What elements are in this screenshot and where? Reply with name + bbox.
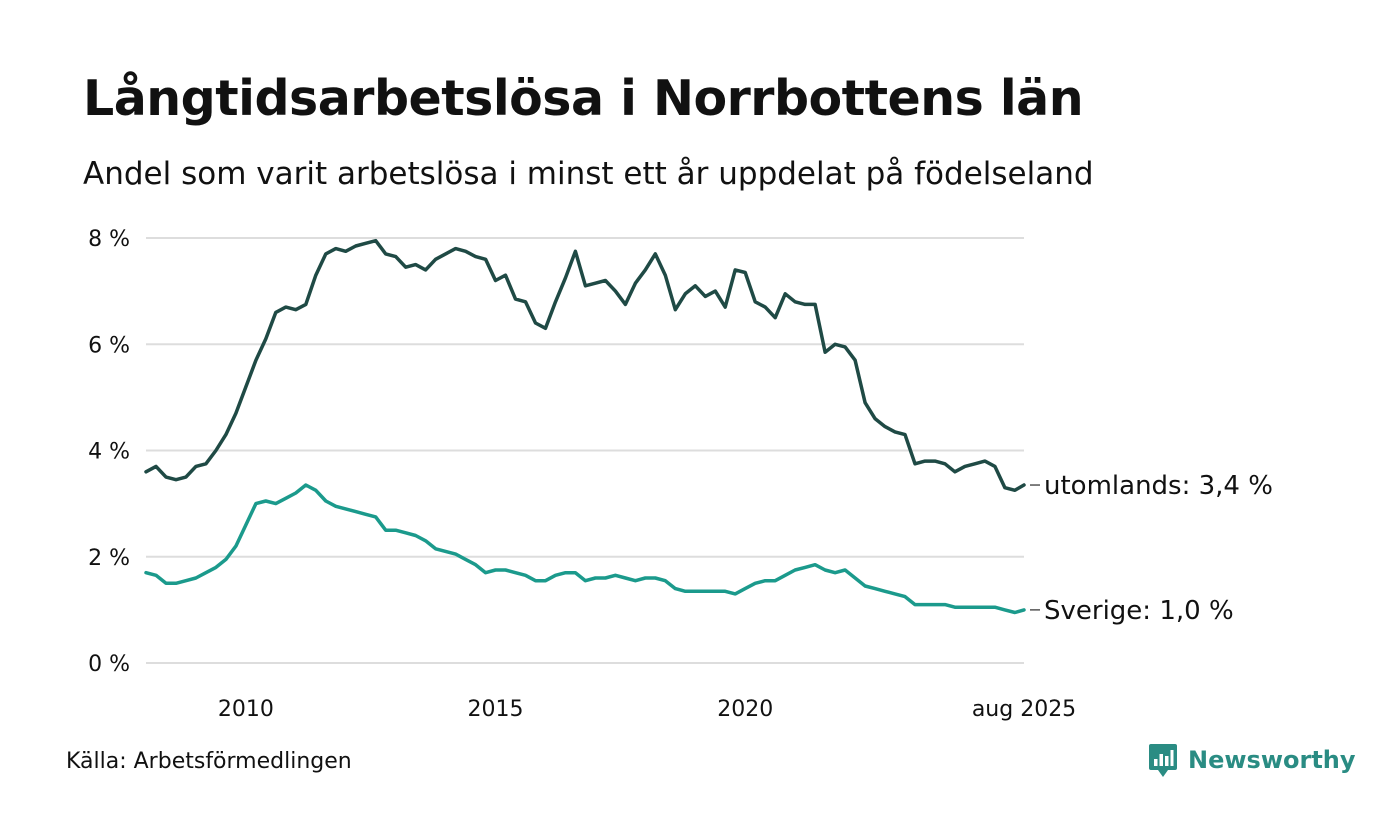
y-tick-label: 6 % bbox=[88, 333, 130, 358]
series-line-sverige bbox=[144, 483, 1026, 615]
y-tick-label: 4 % bbox=[88, 440, 130, 465]
series-lines bbox=[144, 238, 1026, 615]
x-tick-label: aug 2025 bbox=[972, 697, 1076, 722]
x-tick-label: 2015 bbox=[468, 697, 524, 722]
source-note: Källa: Arbetsförmedlingen bbox=[66, 749, 352, 774]
end-label-utomlands: utomlands: 3,4 % bbox=[1044, 471, 1273, 501]
brand-logo[interactable]: Newsworthy bbox=[1148, 742, 1356, 778]
x-axis-tick-labels: 2010 2015 2020 aug 2025 bbox=[218, 697, 1076, 722]
x-tick-label: 2020 bbox=[717, 697, 773, 722]
chart-subtitle: Andel som varit arbetslösa i minst ett å… bbox=[83, 156, 1094, 192]
y-tick-label: 2 % bbox=[88, 546, 130, 571]
series-end-labels: utomlands: 3,4 % Sverige: 1,0 % bbox=[1030, 471, 1273, 626]
y-tick-label: 8 % bbox=[88, 227, 130, 252]
end-label-sverige: Sverige: 1,0 % bbox=[1044, 596, 1234, 626]
y-tick-label: 0 % bbox=[88, 652, 130, 677]
y-axis-tick-labels: 0 % 2 % 4 % 6 % 8 % bbox=[88, 227, 130, 677]
gridlines bbox=[146, 237, 1024, 664]
newsworthy-logo-icon bbox=[1149, 744, 1177, 777]
series-line-utomlands bbox=[144, 238, 1026, 493]
chart-title: Långtidsarbetslösa i Norrbottens län bbox=[83, 70, 1084, 127]
x-tick-label: 2010 bbox=[218, 697, 274, 722]
brand-name: Newsworthy bbox=[1188, 746, 1356, 774]
